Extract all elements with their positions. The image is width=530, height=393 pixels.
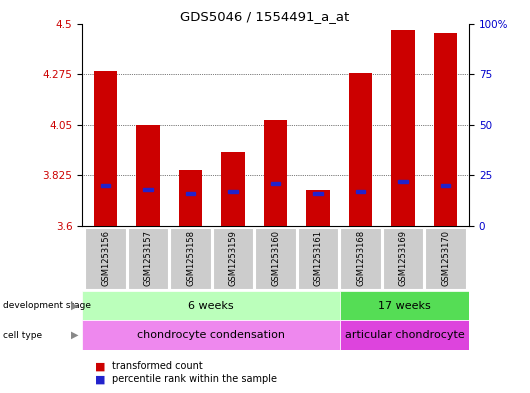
Bar — [356, 190, 365, 193]
Bar — [136, 125, 160, 226]
Text: transformed count: transformed count — [112, 361, 203, 371]
Bar — [213, 228, 253, 289]
Bar — [383, 228, 423, 289]
Text: GSM1253168: GSM1253168 — [356, 230, 365, 286]
Text: cell type: cell type — [3, 331, 42, 340]
Bar — [186, 192, 195, 195]
Bar — [349, 73, 372, 226]
Text: articular chondrocyte: articular chondrocyte — [344, 330, 464, 340]
Bar — [298, 228, 338, 289]
Bar — [340, 291, 469, 320]
Bar — [340, 228, 381, 289]
Bar — [128, 228, 168, 289]
Bar — [271, 182, 280, 185]
Bar — [82, 320, 340, 350]
Bar — [222, 152, 245, 226]
Bar — [306, 190, 330, 226]
Bar — [228, 190, 238, 193]
Text: ▶: ▶ — [71, 301, 78, 311]
Bar — [179, 170, 202, 226]
Bar — [255, 228, 296, 289]
Text: chondrocyte condensation: chondrocyte condensation — [137, 330, 285, 340]
Bar — [101, 184, 110, 187]
Text: ▶: ▶ — [71, 330, 78, 340]
Text: ■: ■ — [95, 361, 106, 371]
Bar — [399, 180, 408, 183]
Text: 6 weeks: 6 weeks — [188, 301, 234, 310]
Bar — [441, 184, 450, 187]
Bar — [426, 228, 466, 289]
Text: GSM1253169: GSM1253169 — [399, 230, 408, 286]
Bar — [313, 192, 323, 195]
Text: GSM1253161: GSM1253161 — [314, 230, 323, 286]
Text: GSM1253160: GSM1253160 — [271, 230, 280, 286]
Text: GSM1253170: GSM1253170 — [441, 230, 450, 286]
Text: GSM1253159: GSM1253159 — [228, 230, 237, 286]
Bar — [264, 120, 287, 226]
Text: GSM1253157: GSM1253157 — [144, 230, 153, 286]
Text: 17 weeks: 17 weeks — [378, 301, 431, 310]
Text: ■: ■ — [95, 374, 106, 384]
Bar — [144, 188, 153, 191]
Text: GDS5046 / 1554491_a_at: GDS5046 / 1554491_a_at — [180, 10, 350, 23]
Text: development stage: development stage — [3, 301, 91, 310]
Bar — [340, 320, 469, 350]
Bar — [85, 228, 126, 289]
Text: percentile rank within the sample: percentile rank within the sample — [112, 374, 277, 384]
Bar — [392, 30, 415, 226]
Text: GSM1253156: GSM1253156 — [101, 230, 110, 286]
Bar — [94, 71, 117, 226]
Bar — [170, 228, 211, 289]
Bar — [82, 291, 340, 320]
Text: GSM1253158: GSM1253158 — [186, 230, 195, 286]
Bar — [434, 33, 457, 226]
